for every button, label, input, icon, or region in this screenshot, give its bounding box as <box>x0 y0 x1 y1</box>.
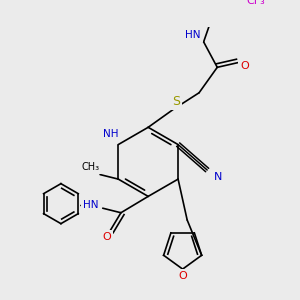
Text: O: O <box>102 232 111 242</box>
Text: HN: HN <box>185 30 200 40</box>
Text: N: N <box>214 172 222 182</box>
Text: CH₃: CH₃ <box>81 162 99 172</box>
Text: S: S <box>172 95 180 108</box>
Text: CF₃: CF₃ <box>246 0 265 6</box>
Text: HN: HN <box>83 200 99 211</box>
Text: NH: NH <box>103 129 119 139</box>
Text: O: O <box>178 272 187 281</box>
Text: O: O <box>240 61 249 70</box>
